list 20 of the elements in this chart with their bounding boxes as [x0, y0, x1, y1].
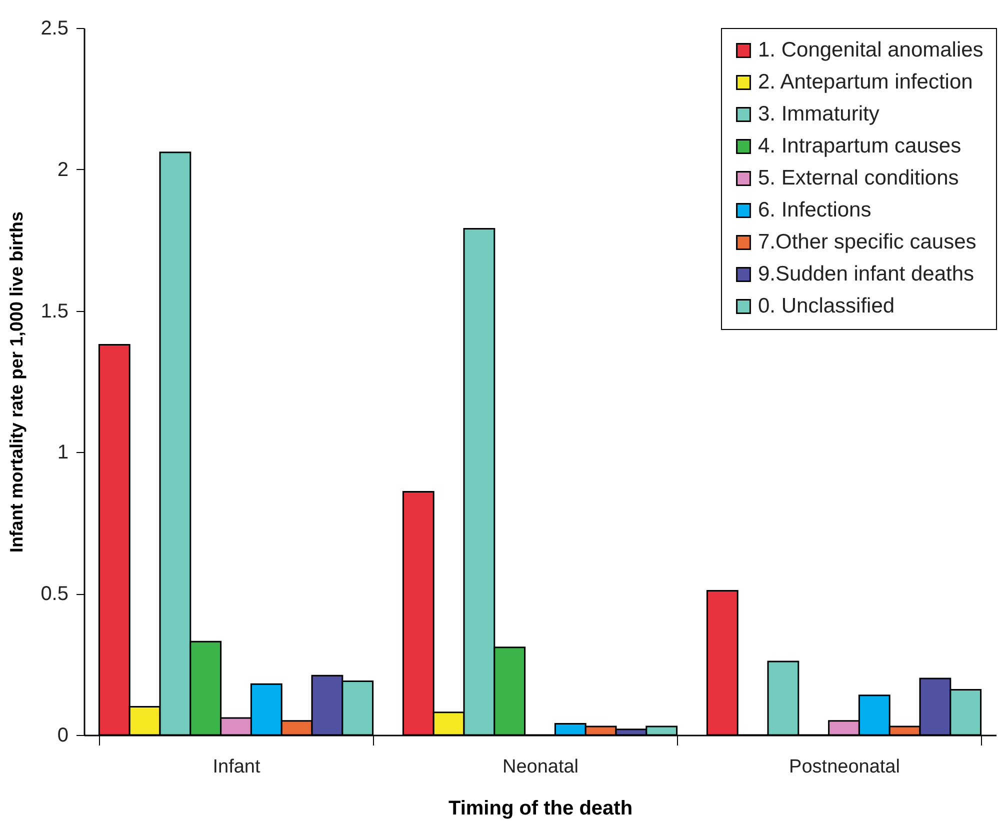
legend-label: 4. Intrapartum causes — [758, 134, 962, 158]
x-tick-label: Infant — [212, 756, 261, 778]
y-tick-label: 0 — [57, 724, 68, 746]
y-tick-label: 2.5 — [40, 18, 68, 40]
legend-label: 5. External conditions — [758, 166, 959, 190]
x-axis-title: Timing of the death — [448, 798, 633, 820]
legend-label: 6. Infections — [758, 198, 872, 222]
x-tick-label: Neonatal — [502, 756, 579, 778]
y-tick-label: 2 — [57, 158, 68, 181]
legend-label: 9.Sudden infant deaths — [758, 262, 974, 286]
legend-label: 3. Immaturity — [758, 102, 880, 126]
x-tick-label: Postneonatal — [789, 756, 900, 778]
y-axis-title: Infant mortality rate per 1,000 live births — [6, 211, 27, 553]
y-tick-label: 1 — [57, 442, 68, 464]
legend-label: 1. Congenital anomalies — [758, 38, 984, 62]
legend-label: 7.Other specific causes — [758, 230, 976, 254]
legend-label: 0. Unclassified — [758, 294, 895, 318]
legend-label: 2. Antepartum infection — [758, 70, 973, 94]
y-tick-label: 0.5 — [40, 583, 68, 606]
y-tick-label: 1.5 — [40, 300, 68, 322]
